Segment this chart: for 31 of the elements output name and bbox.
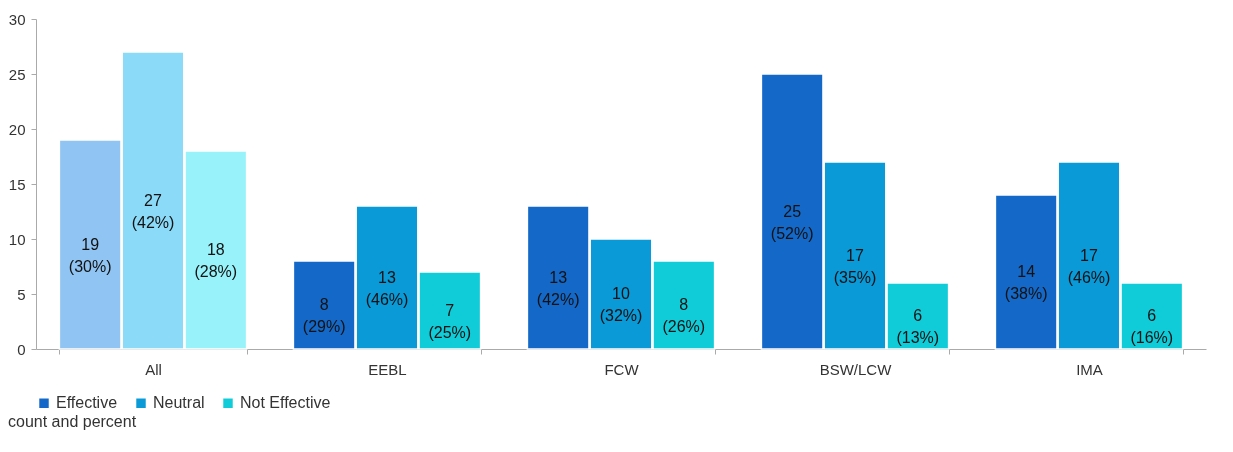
legend-label: Neutral (153, 394, 205, 412)
data-label: 25 (52%) (770, 202, 814, 242)
data-label: 13 (42%) (536, 268, 580, 308)
y-tick-label: 0 (17, 340, 26, 358)
data-label: 19 (30%) (68, 235, 112, 275)
y-tick-label: 30 (8, 10, 26, 28)
x-tick-label: EEBL (368, 360, 407, 378)
data-label: 8 (26%) (662, 296, 706, 335)
data-label: 18 (28%) (194, 241, 238, 280)
data-label: 7 (25%) (428, 301, 472, 341)
x-tick-label: All (145, 360, 162, 378)
y-tick-label: 15 (8, 175, 26, 193)
data-label: 6 (16%) (1130, 307, 1174, 346)
data-label: 17 (46%) (1067, 246, 1111, 286)
x-tick-label: IMA (1076, 360, 1103, 378)
text: count and percent (8, 413, 137, 430)
data-label: 14 (38%) (1004, 263, 1048, 302)
y-tick-label: 10 (8, 230, 26, 248)
legend-label: Not Effective (240, 394, 331, 412)
x-tick-label: BSW/LCW (819, 360, 893, 378)
data-label: 27 (42%) (131, 191, 175, 231)
y-tick-label: 5 (17, 285, 26, 303)
data-label: 8 (29%) (302, 296, 346, 335)
y-tick-label: 25 (8, 65, 26, 83)
legend-label: Effective (56, 394, 118, 412)
data-label: 6 (13%) (896, 307, 940, 346)
data-label: 13 (46%) (365, 268, 409, 308)
data-label: 10 (32%) (599, 285, 643, 324)
data-label: 17 (35%) (833, 246, 877, 286)
x-tick-label: FCW (604, 360, 640, 378)
y-tick-label: 20 (8, 120, 26, 138)
